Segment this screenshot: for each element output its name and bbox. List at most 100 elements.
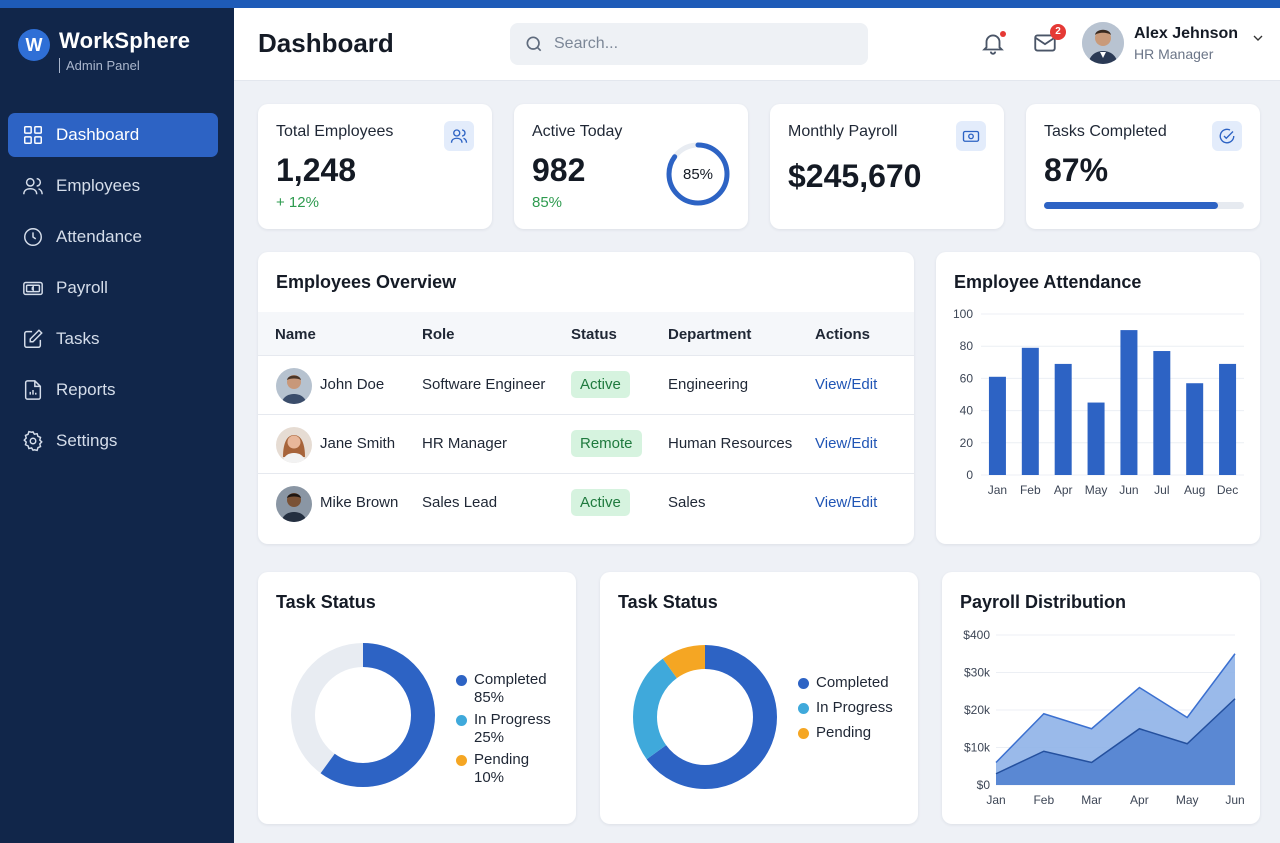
legend-value: 25% <box>474 729 505 746</box>
y-tick-label: $20k <box>964 703 991 717</box>
stat-label: Active Today <box>532 123 623 140</box>
search-input[interactable] <box>554 35 844 53</box>
y-tick-label: 20 <box>960 436 974 450</box>
bar <box>1120 330 1138 475</box>
users-icon <box>23 177 43 195</box>
task-status-card-1: Task Status Completed 85% In Progress 25… <box>258 572 576 824</box>
table-header: Name Role Status Department Actions <box>258 312 914 356</box>
sidebar-item-attendance[interactable]: Attendance <box>8 215 218 259</box>
y-tick-label: 0 <box>966 468 973 482</box>
mail-badge: 2 <box>1050 24 1066 40</box>
check-circle-icon <box>1219 128 1235 144</box>
sidebar-item-reports[interactable]: Reports <box>8 368 218 412</box>
attendance-bar-chart: 0 20 40 60 80 100 Jan Feb Apr May Jun Jul Aug Dec <box>953 307 1244 497</box>
brand-subtitle: Admin Panel <box>59 58 190 73</box>
sidebar: W WorkSphere Admin Panel Dashboard Emplo… <box>0 0 234 843</box>
avatar <box>276 427 312 463</box>
stat-value: 87% <box>1044 152 1109 188</box>
donut-slice <box>291 643 435 787</box>
area-series-line <box>995 653 1236 764</box>
employee-name: Jane Smith <box>320 435 396 452</box>
status-badge: Active <box>571 371 630 398</box>
search-icon <box>526 36 542 52</box>
employee-role: HR Manager <box>422 435 508 452</box>
notification-dot <box>1000 31 1006 37</box>
sidebar-item-dashboard[interactable]: Dashboard <box>8 113 218 157</box>
card-title: Task Status <box>276 592 376 612</box>
x-tick-label: Jul <box>1154 483 1169 497</box>
legend-item: Pending 10% <box>456 751 551 787</box>
sidebar-item-label: Reports <box>56 380 116 399</box>
legend-label: Pending <box>474 751 530 768</box>
employee-department: Human Resources <box>668 435 793 452</box>
stat-label: Total Employees <box>276 123 394 140</box>
banknote-icon <box>23 281 43 296</box>
x-tick-label: Apr <box>1130 793 1149 807</box>
payroll-distribution-card: Payroll Distribution $0 $10k $20k $30k $400 J… <box>942 572 1260 824</box>
x-tick-label: Feb <box>1020 483 1041 497</box>
employee-attendance-card: Employee Attendance 0 20 40 60 80 100 Jan Feb Ap… <box>936 252 1260 544</box>
brand: W WorkSphere Admin Panel <box>18 28 190 73</box>
stat-card-active-today: Active Today 982 85% 85% <box>514 104 748 229</box>
legend-label: Completed <box>816 674 889 691</box>
user-role: HR Manager <box>1134 45 1214 62</box>
legend-label: In Progress <box>816 699 893 716</box>
x-tick-label: May <box>1176 793 1199 807</box>
user-menu[interactable]: Alex Jehnson HR Manager <box>1082 22 1266 64</box>
view-edit-link[interactable]: View/Edit <box>815 376 878 393</box>
avatar <box>1082 22 1124 64</box>
progress-track <box>1044 202 1244 209</box>
sidebar-item-settings[interactable]: Settings <box>8 419 218 463</box>
y-tick-label: 80 <box>960 339 974 353</box>
messages-button[interactable]: 2 <box>1032 24 1066 58</box>
task-status-donut-1 <box>291 643 435 787</box>
legend-dot <box>798 678 809 689</box>
sidebar-item-employees[interactable]: Employees <box>8 164 218 208</box>
stat-percent: 85% <box>532 194 563 211</box>
card-title: Employee Attendance <box>954 272 1142 292</box>
sidebar-item-payroll[interactable]: Payroll <box>8 266 218 310</box>
ring-fill <box>666 142 730 206</box>
legend-item: Completed 85% <box>456 671 551 707</box>
status-badge: Active <box>571 489 630 516</box>
brand-logo-icon: W <box>18 29 50 61</box>
view-edit-link[interactable]: View/Edit <box>815 494 878 511</box>
x-tick-label: Aug <box>1184 483 1205 497</box>
y-tick-label: 60 <box>960 371 974 385</box>
card-title: Task Status <box>618 592 718 612</box>
x-tick-label: Feb <box>1033 793 1054 807</box>
bar <box>988 376 1006 475</box>
legend-item: In Progress <box>798 699 893 717</box>
donut-slice <box>633 645 777 789</box>
bar <box>1219 363 1237 475</box>
table-row: Jane Smith HR Manager Remote Human Resou… <box>258 415 914 474</box>
x-tick-label: May <box>1085 483 1108 497</box>
x-tick-label: Jan <box>986 793 1005 807</box>
view-edit-link[interactable]: View/Edit <box>815 435 878 452</box>
top-accent-strip <box>0 0 1280 8</box>
y-tick-label: $30k <box>964 666 991 680</box>
employee-name: John Doe <box>320 376 385 393</box>
y-tick-label: $400 <box>963 628 990 642</box>
sidebar-item-label: Attendance <box>56 227 143 246</box>
bar <box>1087 402 1105 475</box>
area-series <box>996 698 1235 785</box>
legend-dot <box>456 715 467 726</box>
notifications-button[interactable] <box>980 30 1008 58</box>
status-badge: Remote <box>571 430 642 457</box>
legend-label: Completed <box>474 671 547 688</box>
file-icon <box>24 380 42 400</box>
grid-icon <box>24 126 42 144</box>
legend-value: 85% <box>474 689 505 706</box>
banknote-icon <box>962 130 980 142</box>
sidebar-item-tasks[interactable]: Tasks <box>8 317 218 361</box>
legend-item: In Progress 25% <box>456 711 551 747</box>
legend-dot <box>798 703 809 714</box>
stat-card-total-employees: Total Employees 1,248 + 12% <box>258 104 492 229</box>
bar <box>1021 347 1039 475</box>
stat-label: Tasks Completed <box>1044 123 1167 140</box>
bar <box>1054 363 1072 475</box>
area-series-line <box>995 698 1236 775</box>
page-title: Dashboard <box>258 28 394 58</box>
edit-square-icon <box>24 329 43 348</box>
